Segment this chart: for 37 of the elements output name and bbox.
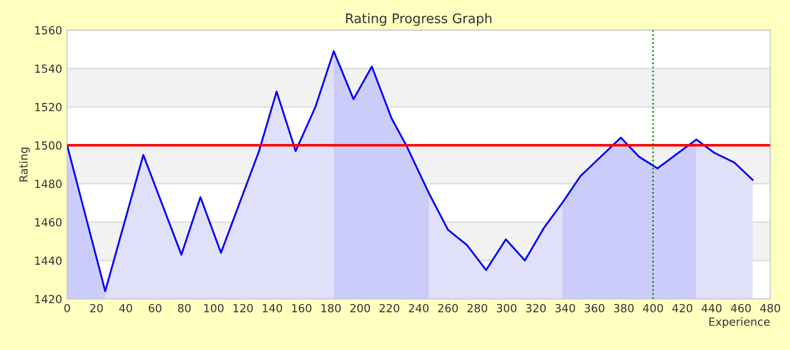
x-tick-label: 380 <box>614 304 634 312</box>
x-tick-label: 300 <box>496 304 516 312</box>
x-tick-label: 100 <box>204 304 224 312</box>
x-tick-label: 200 <box>350 304 370 312</box>
y-tick-label: 1540 <box>35 64 62 73</box>
x-tick-label: 240 <box>408 304 429 312</box>
x-tick-label: 460 <box>730 304 751 312</box>
x-tick-label: 120 <box>234 304 253 312</box>
x-tick-label: 280 <box>468 304 488 312</box>
x-tick-label: 440 <box>702 304 722 312</box>
y-tick-label: 1420 <box>35 294 62 304</box>
x-tick-label: 220 <box>380 304 400 312</box>
x-tick-label: 0 <box>64 304 70 312</box>
x-tick-label: 420 <box>672 304 692 312</box>
x-tick-label: 360 <box>584 304 604 312</box>
x-tick-label: 400 <box>643 304 663 312</box>
y-tick-label: 1460 <box>35 218 62 226</box>
x-tick-label: 320 <box>526 304 546 312</box>
chart-title: Rating Progress Graph <box>346 13 492 26</box>
y-tick-label: 1440 <box>35 256 62 265</box>
x-tick-label: 80 <box>178 304 191 312</box>
y-tick-label: 1560 <box>35 26 62 34</box>
y-tick-label: 1500 <box>35 141 62 150</box>
x-tick-label: 40 <box>119 304 132 312</box>
x-tick-label: 140 <box>262 304 282 312</box>
y-tick-label: 1520 <box>35 102 62 112</box>
y-axis-title: Rating <box>19 148 30 182</box>
line-series <box>67 50 754 292</box>
x-tick-label: 340 <box>555 304 576 312</box>
y-tick-label: 1480 <box>35 180 62 188</box>
x-axis-title: Experience <box>709 317 770 328</box>
x-tick-label: 60 <box>148 304 162 312</box>
x-tick-label: 160 <box>292 304 312 312</box>
x-tick-label: 20 <box>90 304 103 312</box>
x-tick-label: 180 <box>321 304 341 312</box>
x-tick-label: 260 <box>438 304 458 312</box>
x-tick-label: 480 <box>760 304 780 312</box>
